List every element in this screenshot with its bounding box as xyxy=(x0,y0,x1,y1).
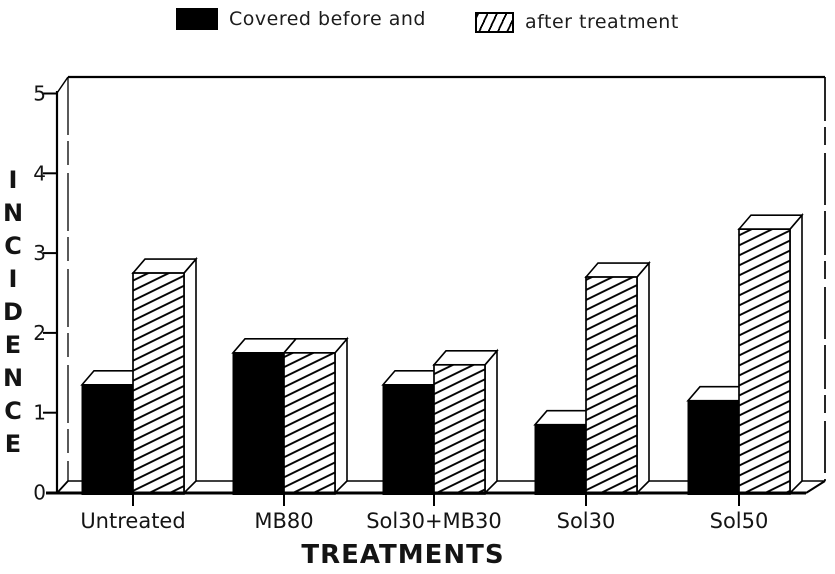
y-axis-tick-label: 0 xyxy=(33,481,46,505)
y-axis-tick-label: 3 xyxy=(33,241,46,265)
bar-after xyxy=(433,363,486,495)
bar-group xyxy=(686,212,804,496)
category-label: MB80 xyxy=(254,509,313,533)
bar-after-side-face xyxy=(484,348,498,495)
y-axis-title-letter: C xyxy=(4,397,22,425)
legend-item-after: after treatment xyxy=(475,11,679,33)
legend-item-before: Covered before and xyxy=(176,8,426,30)
category-label: Sol30+MB30 xyxy=(366,509,502,533)
bar-after-side-face xyxy=(183,256,197,495)
legend-label-before: Covered before and xyxy=(229,8,426,30)
legend-label-after: after treatment xyxy=(525,11,679,33)
bar-before xyxy=(534,424,587,496)
category-label: Sol50 xyxy=(710,509,769,533)
legend-swatch-hatched xyxy=(475,11,514,33)
bar-group xyxy=(231,336,349,495)
y-axis-title-letter: I xyxy=(9,265,18,293)
floor-left-diagonal xyxy=(56,480,69,494)
bar-after-top-face xyxy=(737,214,804,230)
bar-after-top-face xyxy=(432,350,499,366)
y-axis-title-letter: C xyxy=(4,232,22,260)
category-label: Sol30 xyxy=(557,509,616,533)
y-axis-tick-label: 1 xyxy=(33,401,46,425)
bar-before xyxy=(382,384,435,495)
bar-group xyxy=(381,348,499,495)
bar-after-side-face xyxy=(789,212,803,495)
y-axis-title-letter: E xyxy=(5,331,21,359)
bar-before xyxy=(687,400,740,496)
y-axis-title-letter: E xyxy=(5,430,21,458)
bar-after-top-face xyxy=(131,258,198,274)
axis-top-corner-diagonal xyxy=(56,76,69,94)
legend-swatch-solid-black xyxy=(176,8,218,30)
bar-after-side-face xyxy=(636,260,650,495)
bar-after xyxy=(585,276,638,495)
y-axis-tick-label: 4 xyxy=(33,161,46,185)
bar-after xyxy=(738,228,791,495)
floor-right-diagonal xyxy=(805,480,826,494)
y-axis-title-letter: N xyxy=(3,364,23,392)
bar-after-side-face xyxy=(334,336,348,495)
bar-after-top-face xyxy=(584,262,651,278)
bar-before xyxy=(81,384,134,495)
bar-after-top-face xyxy=(282,338,349,354)
y-axis-title-letter: I xyxy=(9,166,18,194)
y-axis-tick-label: 2 xyxy=(33,321,46,345)
bar-group xyxy=(533,260,651,496)
bar-after xyxy=(283,352,336,495)
bar-after xyxy=(132,272,185,495)
y-axis-title-letter: D xyxy=(3,298,23,326)
y-axis-title-letter: N xyxy=(3,199,23,227)
y-axis-tick-label: 5 xyxy=(33,82,46,106)
bar-before xyxy=(232,352,285,495)
x-axis-title: TREATMENTS xyxy=(301,540,504,570)
category-label: Untreated xyxy=(80,509,185,533)
bar-group xyxy=(80,256,198,495)
